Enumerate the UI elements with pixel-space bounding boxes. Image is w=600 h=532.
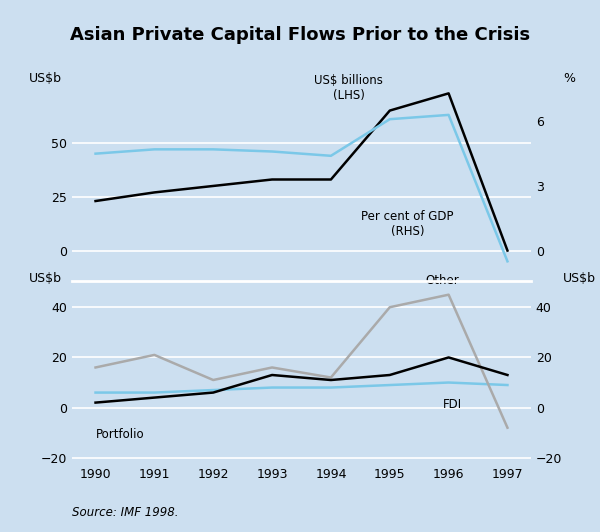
Text: US$ billions
(LHS): US$ billions (LHS)	[314, 74, 383, 102]
Text: Asian Private Capital Flows Prior to the Crisis: Asian Private Capital Flows Prior to the…	[70, 26, 530, 44]
Text: Other: Other	[426, 274, 460, 287]
Text: Per cent of GDP
(RHS): Per cent of GDP (RHS)	[361, 210, 454, 238]
Text: %: %	[563, 72, 575, 85]
Text: FDI: FDI	[443, 397, 462, 411]
Text: US$b: US$b	[28, 72, 61, 85]
Text: Source: IMF 1998.: Source: IMF 1998.	[72, 506, 179, 519]
Text: US$b: US$b	[28, 272, 61, 285]
Text: US$b: US$b	[563, 272, 596, 285]
Text: Portfolio: Portfolio	[95, 428, 144, 440]
